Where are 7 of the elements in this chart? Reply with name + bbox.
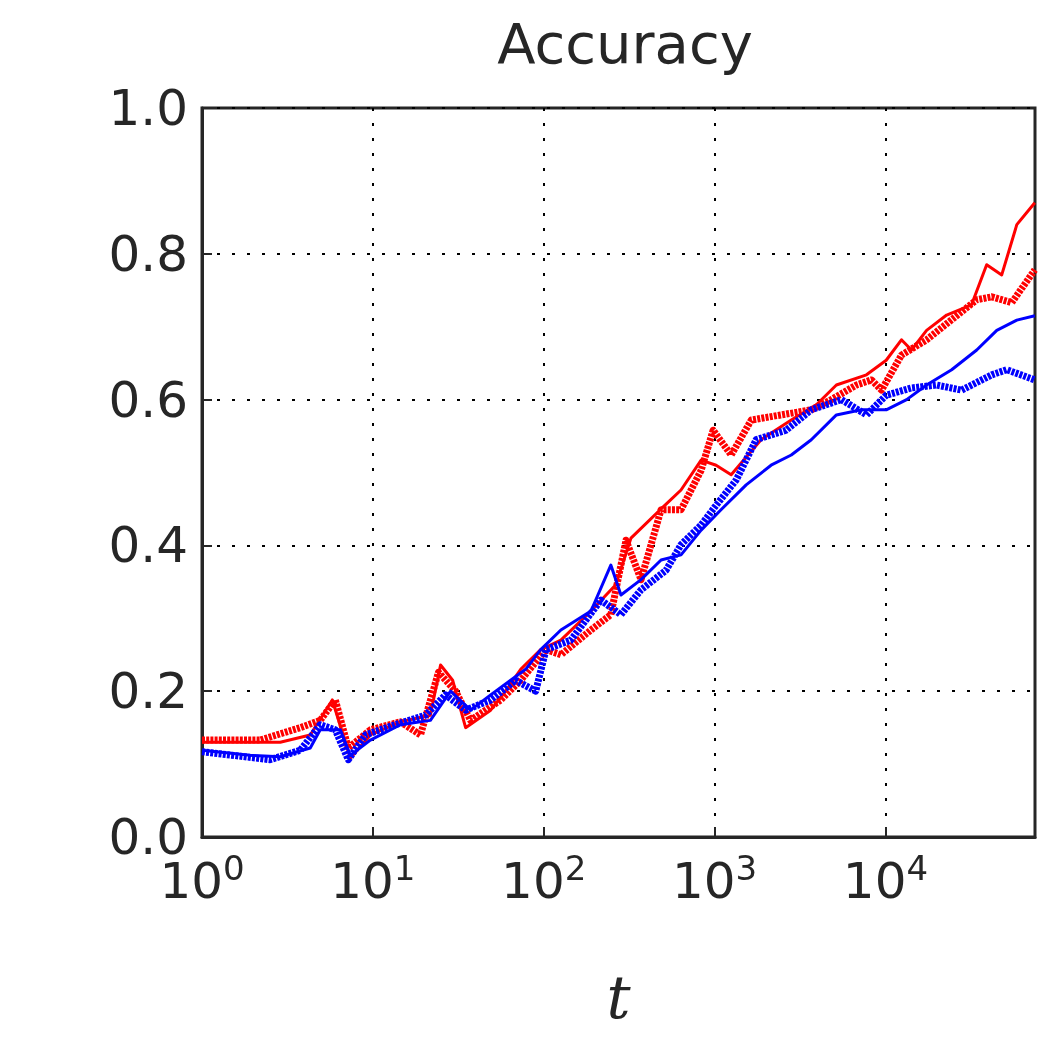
y-tick-label: 0.4 [108,516,188,575]
y-tick-label: 0.6 [108,370,188,429]
chart-title: Accuracy [497,10,753,76]
y-tick-label: 0.2 [108,662,188,721]
y-tick-label: 0.8 [108,224,188,283]
x-axis-title: t [606,962,632,1032]
y-tick-label: 1.0 [108,79,188,137]
